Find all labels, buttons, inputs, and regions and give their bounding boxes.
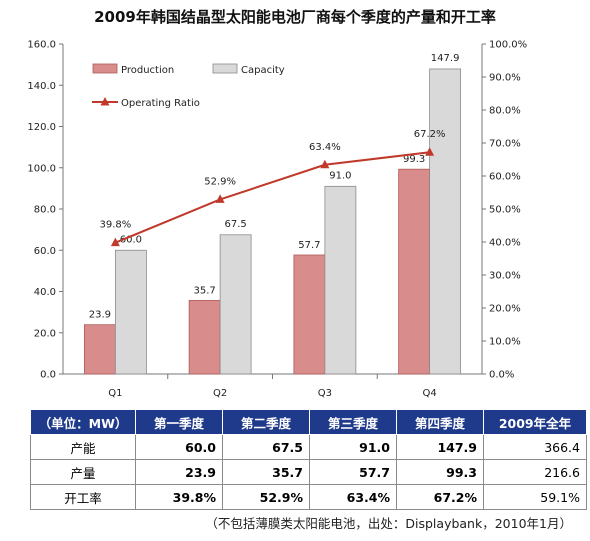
y-left-tick-label: 40.0 xyxy=(34,287,56,298)
table-cell: 63.4% xyxy=(309,484,397,510)
operating-ratio-point xyxy=(110,237,120,247)
y-right-tick-label: 10.0% xyxy=(489,337,521,348)
capacity-data-label: 147.9 xyxy=(431,53,460,64)
source-note: （不包括薄膜类太阳能电池，出处：Displaybank，2010年1月） xyxy=(205,516,572,531)
chart-title: 2009年韩国结晶型太阳能电池厂商每个季度的产量和开工率 xyxy=(94,8,496,26)
x-tick-label: Q3 xyxy=(318,388,332,399)
legend-production-swatch xyxy=(92,63,118,74)
capacity-data-label: 91.0 xyxy=(329,170,351,181)
table-cell: 60.0 xyxy=(135,434,223,460)
operating-ratio-data-label: 52.9% xyxy=(204,176,236,187)
capacity-data-label: 60.0 xyxy=(120,234,142,245)
y-right-tick-label: 30.0% xyxy=(489,271,521,282)
table-cell: 216.6 xyxy=(483,459,587,485)
production-data-label: 35.7 xyxy=(193,285,215,296)
production-data-label: 57.7 xyxy=(298,240,320,251)
table-header-cell: 第四季度 xyxy=(396,409,484,435)
y-left-tick-label: 60.0 xyxy=(34,246,56,257)
y-right-tick-label: 20.0% xyxy=(489,304,521,315)
legend-capacity-label: Capacity xyxy=(241,65,285,76)
legend-capacity-swatch xyxy=(212,63,238,74)
row-label: 开工率 xyxy=(30,484,136,510)
production-bar xyxy=(398,168,431,375)
x-tick-label: Q1 xyxy=(108,388,122,399)
table-cell: 39.8% xyxy=(135,484,223,510)
capacity-bar xyxy=(324,185,357,375)
y-right-tick-label: 70.0% xyxy=(489,139,521,150)
capacity-bar xyxy=(219,234,252,375)
capacity-bar xyxy=(429,68,462,375)
operating-ratio-point xyxy=(320,159,330,169)
table-cell: 366.4 xyxy=(483,434,587,460)
x-tick-label: Q4 xyxy=(423,388,437,399)
y-right-tick-label: 80.0% xyxy=(489,106,521,117)
x-tick-label: Q2 xyxy=(213,388,227,399)
table-cell: 23.9 xyxy=(135,459,223,485)
y-left-tick-label: 120.0 xyxy=(27,122,56,133)
operating-ratio-data-label: 63.4% xyxy=(309,142,341,153)
production-bar xyxy=(188,299,221,375)
operating-ratio-data-label: 39.8% xyxy=(99,220,131,231)
table-cell: 59.1% xyxy=(483,484,587,510)
table-cell: 99.3 xyxy=(396,459,484,485)
table-cell: 67.2% xyxy=(396,484,484,510)
y-right-tick-label: 0.0% xyxy=(489,370,514,381)
table-header-cell: 2009年全年 xyxy=(483,409,587,435)
combo-chart: 0.0 20.0 40.0 60.0 80.0 100.0 120.0 140.0 160.0 0… xyxy=(27,40,527,400)
table-cell: 35.7 xyxy=(222,459,310,485)
table-header-cell: （单位：MW） xyxy=(30,409,136,435)
production-data-label: 23.9 xyxy=(89,310,111,321)
y-right-tick-label: 100.0% xyxy=(489,40,527,51)
table-cell: 91.0 xyxy=(309,434,397,460)
operating-ratio-point xyxy=(215,194,225,203)
operating-ratio-point xyxy=(425,147,435,156)
production-data-label: 99.3 xyxy=(403,154,425,165)
operating-ratio-data-label: 67.2% xyxy=(414,129,446,140)
production-bar xyxy=(293,254,326,375)
table-row: 开工率 39.8% 52.9% 63.4% 67.2% 59.1% xyxy=(30,484,587,510)
capacity-bar xyxy=(114,249,147,375)
table-cell: 57.7 xyxy=(309,459,397,485)
capacity-data-label: 67.5 xyxy=(224,219,246,230)
table-row: 产能 60.0 67.5 91.0 147.9 366.4 xyxy=(30,434,587,460)
y-left-tick-label: 100.0 xyxy=(27,163,56,174)
row-label: 产能 xyxy=(30,434,136,460)
y-right-tick-label: 50.0% xyxy=(489,205,521,216)
table-header-cell: 第三季度 xyxy=(309,409,397,435)
y-left-tick-label: 0.0 xyxy=(40,370,56,381)
table-header-cell: 第一季度 xyxy=(135,409,223,435)
table-row: 产量 23.9 35.7 57.7 99.3 216.6 xyxy=(30,459,587,485)
row-label: 产量 xyxy=(30,459,136,485)
y-left-tick-label: 80.0 xyxy=(34,205,56,216)
legend-production-label: Production xyxy=(121,65,174,76)
table-cell: 52.9% xyxy=(222,484,310,510)
table-cell: 147.9 xyxy=(396,434,484,460)
table-header-row: （单位：MW） 第一季度 第二季度 第三季度 第四季度 2009年全年 xyxy=(30,409,587,435)
y-left-tick-label: 140.0 xyxy=(27,81,56,92)
y-right-tick-label: 60.0% xyxy=(489,172,521,183)
y-left-tick-label: 20.0 xyxy=(34,328,56,339)
production-bar xyxy=(83,324,116,375)
legend-ratio-label: Operating Ratio xyxy=(121,98,200,109)
y-right-tick-label: 90.0% xyxy=(489,73,521,84)
table-cell: 67.5 xyxy=(222,434,310,460)
operating-ratio-line xyxy=(114,151,430,244)
y-right-tick-label: 40.0% xyxy=(489,238,521,249)
data-table: （单位：MW） 第一季度 第二季度 第三季度 第四季度 2009年全年 产能 6… xyxy=(30,409,587,510)
table-header-cell: 第二季度 xyxy=(222,409,310,435)
legend-ratio-marker xyxy=(100,97,110,106)
y-left-tick-label: 160.0 xyxy=(27,40,56,51)
